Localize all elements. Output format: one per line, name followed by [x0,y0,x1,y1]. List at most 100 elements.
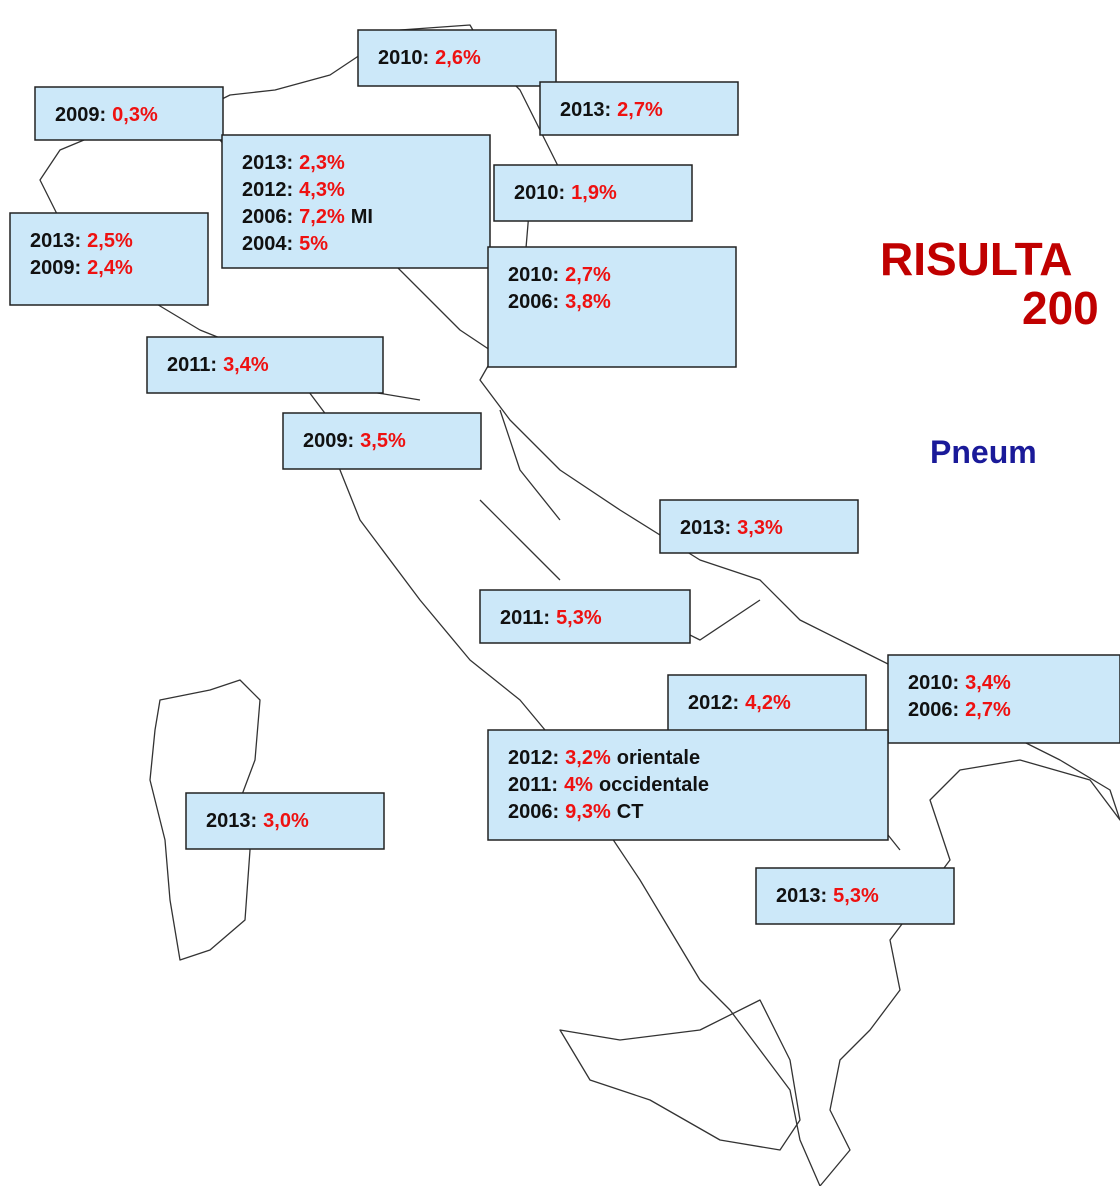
labels: 2010: 2,6% 2013: 2,7% 2009: 0,3% 2013: 2,3% 2012… [9,29,1120,925]
year: 2012: [688,692,739,714]
year: 2010: [508,264,559,286]
subtitle: Pneum [930,434,1037,470]
year: 2013: [560,99,611,121]
box [539,81,739,136]
value: 9,3% [565,801,611,823]
value: 4% [564,774,593,796]
label-line: 2011: 5,3% [500,607,602,629]
label-box: 2010: 3,4% 2006: 2,7% [887,654,1120,744]
sicily [559,999,801,1151]
box [755,867,955,925]
note: occidentale [599,774,709,796]
box [493,164,693,222]
year: 2010: [378,47,429,69]
label-line: 2012: 4,2% [688,692,791,714]
year: 2006: [508,291,559,313]
value: 3,0% [263,810,309,832]
year: 2013: [30,230,81,252]
value: 5,3% [833,885,879,907]
label-line: 2006: 7,2% MI [242,206,373,228]
label-box: 2013: 2,3% 2012: 4,3% 2006: 7,2% MI 2004: 5% [221,134,491,269]
value: 1,9% [571,182,617,204]
year: 2012: [508,747,559,769]
label-line: 2013: 2,3% [242,152,345,174]
label-line: 2013: 3,0% [206,810,309,832]
value: 3,8% [565,291,611,313]
label-box: 2009: 0,3% [34,86,224,141]
label-box: 2010: 2,6% [357,29,557,87]
label-line: 2011: 4% occidentale [508,774,709,796]
label-line: 2013: 5,3% [776,885,879,907]
label-box: 2009: 3,5% [282,412,482,470]
year: 2013: [776,885,827,907]
label-line: 2010: 1,9% [514,182,617,204]
value: 2,4% [87,257,133,279]
value: 2,7% [617,99,663,121]
label-line: 2009: 3,5% [303,430,406,452]
value: 3,2% [565,747,611,769]
value: 4,3% [299,179,345,201]
year: 2013: [206,810,257,832]
year: 2006: [508,801,559,823]
year: 2010: [908,672,959,694]
label-box: 2010: 2,7% 2006: 3,8% [487,246,737,368]
label-box: 2013: 3,0% [185,792,385,850]
label-line: 2012: 4,3% [242,179,345,201]
label-line: 2006: 9,3% CT [508,801,643,823]
peninsula [39,24,1120,1186]
year: 2009: [55,104,106,126]
label-box: 2012: 4,2% [667,674,867,734]
value: 7,2% [299,206,345,228]
label-line: 2012: 3,2% orientale [508,747,700,769]
note: MI [351,206,373,228]
value: 2,7% [965,699,1011,721]
label-box: 2013: 2,5% 2009: 2,4% [9,212,209,306]
box [34,86,224,141]
value: 4,2% [745,692,791,714]
box [357,29,557,87]
title: 200 [1022,282,1099,334]
label-box: 2011: 3,4% [146,336,384,394]
box [185,792,385,850]
label-line: 2010: 2,6% [378,47,481,69]
label-box: 2011: 5,3% [479,589,691,644]
label-line: 2013: 2,7% [560,99,663,121]
label-line: 2006: 3,8% [508,291,611,313]
label-box: 2013: 5,3% [755,867,955,925]
year: 2011: [500,607,550,629]
label-line: 2010: 3,4% [908,672,1011,694]
label-box: 2010: 1,9% [493,164,693,222]
sardinia [149,679,261,961]
title: RISULTA [880,233,1073,285]
box [146,336,384,394]
year: 2013: [242,152,293,174]
value: 0,3% [112,104,158,126]
year: 2006: [242,206,293,228]
value: 2,6% [435,47,481,69]
box [887,654,1120,744]
year: 2011: [167,354,217,376]
label-line: 2010: 2,7% [508,264,611,286]
label-box: 2013: 3,3% [659,499,859,554]
box [667,674,867,734]
value: 2,5% [87,230,133,252]
year: 2009: [30,257,81,279]
value: 5% [299,233,328,255]
label-line: 2013: 2,5% [30,230,133,252]
label-line: 2011: 3,4% [167,354,269,376]
box [659,499,859,554]
year: 2010: [514,182,565,204]
label-line: 2009: 2,4% [30,257,133,279]
year: 2004: [242,233,293,255]
box [221,134,491,269]
value: 2,7% [565,264,611,286]
label-line: 2013: 3,3% [680,517,783,539]
year: 2011: [508,774,558,796]
note: orientale [617,747,700,769]
label-line: 2004: 5% [242,233,328,255]
note: CT [617,801,644,823]
label-box: 2013: 2,7% [539,81,739,136]
year: 2006: [908,699,959,721]
box [9,212,209,306]
